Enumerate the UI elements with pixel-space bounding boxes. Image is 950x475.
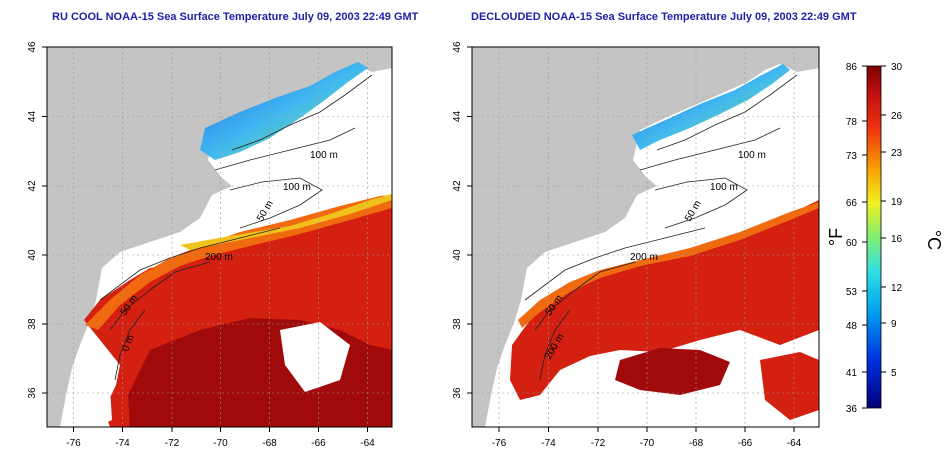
f-tick-label: 86 bbox=[846, 62, 858, 73]
lon-tick-label: -72 bbox=[591, 438, 606, 449]
lon-tick-label: -68 bbox=[689, 438, 704, 449]
right-panel-title: DECLOUDED NOAA-15 Sea Surface Temperatur… bbox=[471, 11, 857, 23]
f-tick-label: 53 bbox=[846, 287, 858, 298]
lon-tick-label: -68 bbox=[262, 438, 277, 449]
lon-tick-label: -64 bbox=[360, 438, 375, 449]
c-tick-label: 23 bbox=[891, 148, 903, 159]
lat-tick-label: 40 bbox=[452, 249, 463, 261]
right-axis-ticks bbox=[467, 46, 795, 432]
lat-tick-label: 38 bbox=[27, 318, 38, 330]
lat-tick-label: 42 bbox=[452, 180, 463, 192]
colorbar-ticks bbox=[862, 65, 886, 409]
fahrenheit-labels: 86 78 73 66 60 53 48 41 36 bbox=[846, 62, 858, 415]
left-contour-label: 0 m bbox=[120, 334, 136, 353]
temperature-colorbar: 86 78 73 66 60 53 48 41 36 30 26 23 19 1… bbox=[826, 62, 944, 415]
lat-tick-label: 36 bbox=[452, 387, 463, 399]
right-map-frame bbox=[471, 46, 820, 428]
c-tick-label: 26 bbox=[891, 111, 903, 122]
right-bathymetry-contours bbox=[524, 74, 798, 381]
left-contour-label: 200 m bbox=[205, 252, 233, 263]
lon-tick-label: -70 bbox=[640, 438, 655, 449]
lat-tick-label: 44 bbox=[452, 111, 463, 123]
c-tick-label: 16 bbox=[891, 234, 903, 245]
c-tick-label: 5 bbox=[891, 368, 897, 379]
f-tick-label: 36 bbox=[846, 404, 858, 415]
lon-tick-label: -66 bbox=[738, 438, 753, 449]
lat-tick-label: 36 bbox=[27, 387, 38, 399]
lon-tick-label: -74 bbox=[115, 438, 130, 449]
colorbar-gradient bbox=[866, 65, 882, 409]
right-map-panel: 100 m 100 m 50 m 200 m 50 m 200 m -76 -7… bbox=[452, 41, 820, 449]
lat-tick-label: 46 bbox=[27, 41, 38, 53]
right-land-mass bbox=[472, 47, 819, 427]
left-cold-water bbox=[200, 62, 368, 160]
right-contour-label: 100 m bbox=[738, 150, 766, 161]
lon-tick-label: -74 bbox=[541, 438, 556, 449]
f-tick-label: 48 bbox=[846, 321, 858, 332]
left-map-panel: 100 m 100 m 50 m 200 m 50 m 0 m -76 -74 … bbox=[27, 41, 393, 449]
right-contour-label: 200 m bbox=[630, 252, 658, 263]
f-tick-label: 73 bbox=[846, 151, 858, 162]
right-hot-water bbox=[615, 348, 730, 395]
celsius-labels: 30 26 23 19 16 12 9 5 bbox=[891, 62, 903, 379]
left-graticule bbox=[47, 47, 392, 427]
f-tick-label: 78 bbox=[846, 117, 858, 128]
right-contour-label: 100 m bbox=[710, 182, 738, 193]
f-tick-label: 60 bbox=[846, 238, 858, 249]
right-shelf-band bbox=[518, 202, 819, 328]
lat-tick-label: 40 bbox=[27, 249, 38, 261]
left-contour-label: 100 m bbox=[283, 182, 311, 193]
lon-tick-label: -64 bbox=[787, 438, 802, 449]
left-bathymetry-contours bbox=[99, 74, 373, 381]
f-tick-label: 41 bbox=[846, 368, 858, 379]
left-panel-title: RU COOL NOAA-15 Sea Surface Temperature … bbox=[52, 11, 419, 23]
c-tick-label: 30 bbox=[891, 62, 903, 73]
right-lon-labels: -76 -74 -72 -70 -68 -66 -64 bbox=[492, 438, 802, 449]
left-cloud-patch bbox=[280, 322, 350, 392]
lat-tick-label: 38 bbox=[452, 318, 463, 330]
left-shelf-band bbox=[85, 195, 392, 330]
right-warm-water bbox=[510, 200, 819, 400]
celsius-axis-label: °C bbox=[924, 230, 944, 250]
c-tick-label: 9 bbox=[891, 319, 897, 330]
lon-tick-label: -70 bbox=[213, 438, 228, 449]
lon-tick-label: -76 bbox=[492, 438, 507, 449]
right-lat-labels: 46 44 42 40 38 36 bbox=[452, 41, 463, 399]
fahrenheit-axis-label: °F bbox=[826, 228, 846, 246]
c-tick-label: 19 bbox=[891, 197, 903, 208]
left-map-frame bbox=[46, 46, 393, 428]
lat-tick-label: 42 bbox=[27, 180, 38, 192]
lat-tick-label: 44 bbox=[27, 111, 38, 123]
left-land-mass bbox=[47, 47, 392, 427]
left-lon-labels: -76 -74 -72 -70 -68 -66 -64 bbox=[66, 438, 375, 449]
left-shelf-yellow bbox=[180, 194, 392, 250]
left-cloud-patch-2 bbox=[88, 388, 112, 427]
lat-tick-label: 46 bbox=[452, 41, 463, 53]
lon-tick-label: -66 bbox=[311, 438, 326, 449]
left-axis-ticks bbox=[42, 46, 368, 432]
lon-tick-label: -72 bbox=[165, 438, 180, 449]
right-graticule bbox=[472, 47, 819, 427]
c-tick-label: 12 bbox=[891, 283, 903, 294]
f-tick-label: 66 bbox=[846, 198, 858, 209]
lon-tick-label: -76 bbox=[66, 438, 81, 449]
right-warm-patch bbox=[760, 352, 819, 420]
left-contour-label: 100 m bbox=[310, 150, 338, 161]
left-lat-labels: 46 44 42 40 38 36 bbox=[27, 41, 38, 399]
right-cold-water bbox=[632, 64, 790, 150]
